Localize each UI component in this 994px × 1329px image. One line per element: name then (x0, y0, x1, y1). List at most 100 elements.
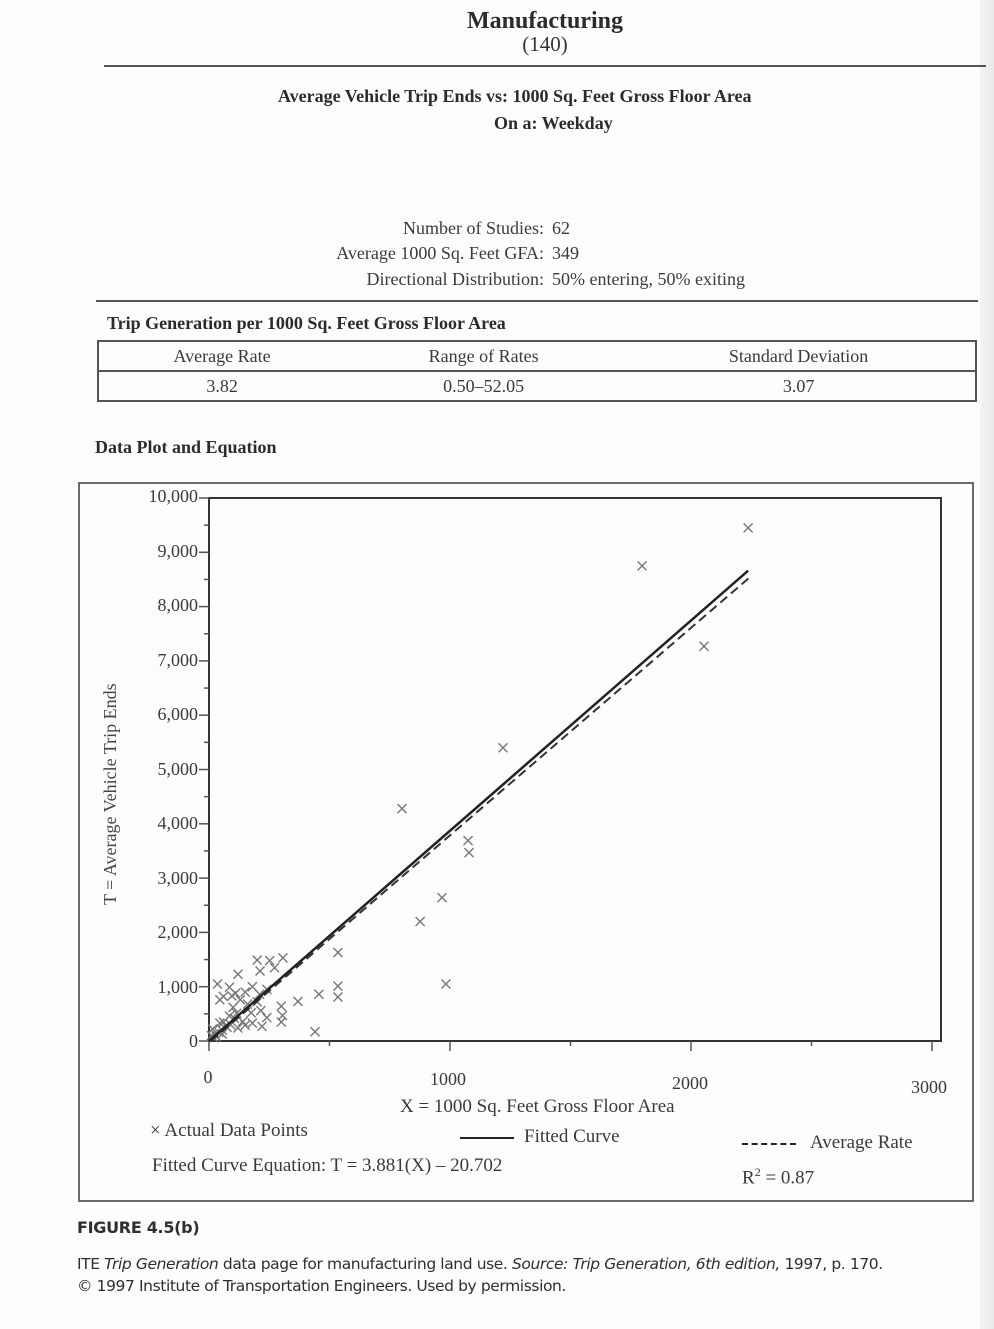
standard-deviation-value: 3.07 (622, 370, 977, 402)
page-title: Manufacturing (467, 8, 623, 34)
data-point-x-marker (214, 994, 225, 1005)
data-point-x-marker (464, 847, 475, 858)
data-point-x-marker (332, 981, 343, 992)
legend-average-rate: Average Rate (742, 1132, 913, 1154)
y-tick: 5,000 (157, 759, 199, 779)
y-tick: 6,000 (157, 704, 199, 724)
independent-variable-heading: Average Vehicle Trip Ends vs: 1000 Sq. F… (278, 86, 752, 106)
table-row: 3.82 0.50–52.05 3.07 (96, 370, 977, 402)
studies-label: Number of Studies: (403, 218, 544, 238)
data-point-x-marker (252, 955, 263, 966)
r-squared-exponent: 2 (754, 1165, 761, 1179)
caption-source: Source: Trip Generation, 6th edition, (511, 1255, 780, 1273)
data-point-x-marker (240, 987, 251, 998)
dashed-line-icon (742, 1142, 796, 1145)
table-header-row: Average Rate Range of Rates Standard Dev… (96, 340, 977, 372)
data-point-x-marker (637, 560, 648, 571)
header-divider (104, 65, 986, 67)
legend-actual-points-label: Actual Data Points (164, 1120, 308, 1141)
data-point-x-marker (269, 962, 280, 973)
data-point-x-marker (310, 1026, 321, 1037)
x-axis-label: X = 1000 Sq. Feet Gross Floor Area (400, 1096, 675, 1117)
y-tick: 2,000 (157, 922, 199, 942)
studies-value: 62 (552, 218, 570, 238)
avg-gfa-label: Average 1000 Sq. Feet GFA: (336, 243, 544, 263)
page-edge-shadow (980, 0, 994, 1329)
caption-text: 1997, p. 170. (779, 1255, 883, 1273)
data-point-x-marker (313, 989, 324, 1000)
data-point-x-marker (232, 1022, 243, 1033)
studies-row: Number of Studies: 62 (282, 218, 570, 239)
data-point-x-marker (332, 992, 343, 1003)
caption-book-title: Trip Generation (104, 1255, 219, 1273)
data-point-x-marker (254, 989, 265, 1000)
legend-actual-points: × Actual Data Points (150, 1120, 308, 1142)
time-period-heading: On a: Weekday (494, 113, 613, 133)
data-point-x-marker (212, 978, 223, 989)
data-point-x-marker (440, 978, 451, 989)
data-point-x-marker (261, 1012, 272, 1023)
y-tick: 1,000 (157, 977, 199, 997)
data-point-x-marker (276, 1001, 287, 1012)
r-squared: R2 = 0.87 (742, 1165, 814, 1189)
average-rate-line (210, 576, 751, 1042)
land-use-code: (140) (522, 32, 568, 56)
axis-ticks (199, 497, 933, 1051)
legend-fitted-curve-label: Fitted Curve (524, 1126, 620, 1147)
data-point-x-marker (264, 955, 275, 966)
data-points (206, 522, 754, 1043)
data-point-x-marker (437, 892, 448, 903)
trip-generation-table: Average Rate Range of Rates Standard Dev… (96, 340, 977, 402)
r-squared-prefix: R (742, 1167, 755, 1189)
solid-line-icon (460, 1136, 514, 1139)
data-point-x-marker (232, 969, 243, 980)
data-point-x-marker (247, 1018, 258, 1029)
direction-value: 50% entering, 50% exiting (552, 269, 745, 289)
average-rate-value: 3.82 (96, 370, 346, 402)
data-point-x-marker (231, 1008, 242, 1019)
r-squared-value: = 0.87 (760, 1167, 815, 1189)
data-point-x-marker (415, 916, 426, 927)
x-tick: 2000 (672, 1073, 708, 1093)
data-point-x-marker (228, 1002, 239, 1013)
data-point-x-marker (255, 1005, 266, 1016)
y-tick: 3,000 (157, 868, 199, 888)
direction-label: Directional Distribution: (366, 269, 544, 289)
x-tick: 0 (203, 1067, 213, 1087)
data-point-x-marker (463, 835, 474, 846)
plot-section-title: Data Plot and Equation (95, 437, 277, 457)
data-point-x-marker (498, 742, 509, 753)
x-marker-icon: × (150, 1120, 161, 1141)
y-tick: 0 (189, 1031, 198, 1051)
trip-generation-title: Trip Generation per 1000 Sq. Feet Gross … (107, 313, 506, 333)
x-tick: 1000 (430, 1069, 466, 1089)
range-of-rates-value: 0.50–52.05 (345, 370, 623, 402)
data-point-x-marker (257, 1021, 268, 1032)
direction-row: Directional Distribution: 50% entering, 5… (282, 269, 745, 290)
y-tick: 4,000 (157, 813, 199, 833)
y-tick: 9,000 (157, 541, 199, 561)
y-tick: 8,000 (157, 595, 199, 615)
caption-line-1: ITE Trip Generation data page for manufa… (77, 1255, 883, 1273)
data-point-x-marker (699, 641, 710, 652)
avg-gfa-row: Average 1000 Sq. Feet GFA: 349 (282, 243, 579, 264)
legend-fitted-curve: Fitted Curve (460, 1126, 620, 1148)
caption-text: ITE (77, 1255, 105, 1273)
data-point-x-marker (214, 1018, 225, 1029)
column-average-rate: Average Rate (96, 340, 346, 372)
data-point-x-marker (237, 1016, 248, 1027)
chart-frame (78, 482, 974, 1202)
data-point-x-marker (255, 965, 266, 976)
data-point-x-marker (230, 988, 241, 999)
x-tick: 3000 (911, 1077, 947, 1097)
data-point-x-marker (242, 999, 253, 1010)
legend-average-rate-label: Average Rate (810, 1132, 913, 1153)
data-point-x-marker (332, 947, 343, 958)
avg-gfa-value: 349 (552, 243, 579, 263)
caption-line-2: © 1997 Institute of Transportation Engin… (77, 1277, 567, 1295)
data-point-x-marker (743, 522, 754, 533)
column-standard-deviation: Standard Deviation (622, 340, 977, 372)
y-tick: 7,000 (157, 650, 199, 670)
data-point-x-marker (397, 803, 408, 814)
